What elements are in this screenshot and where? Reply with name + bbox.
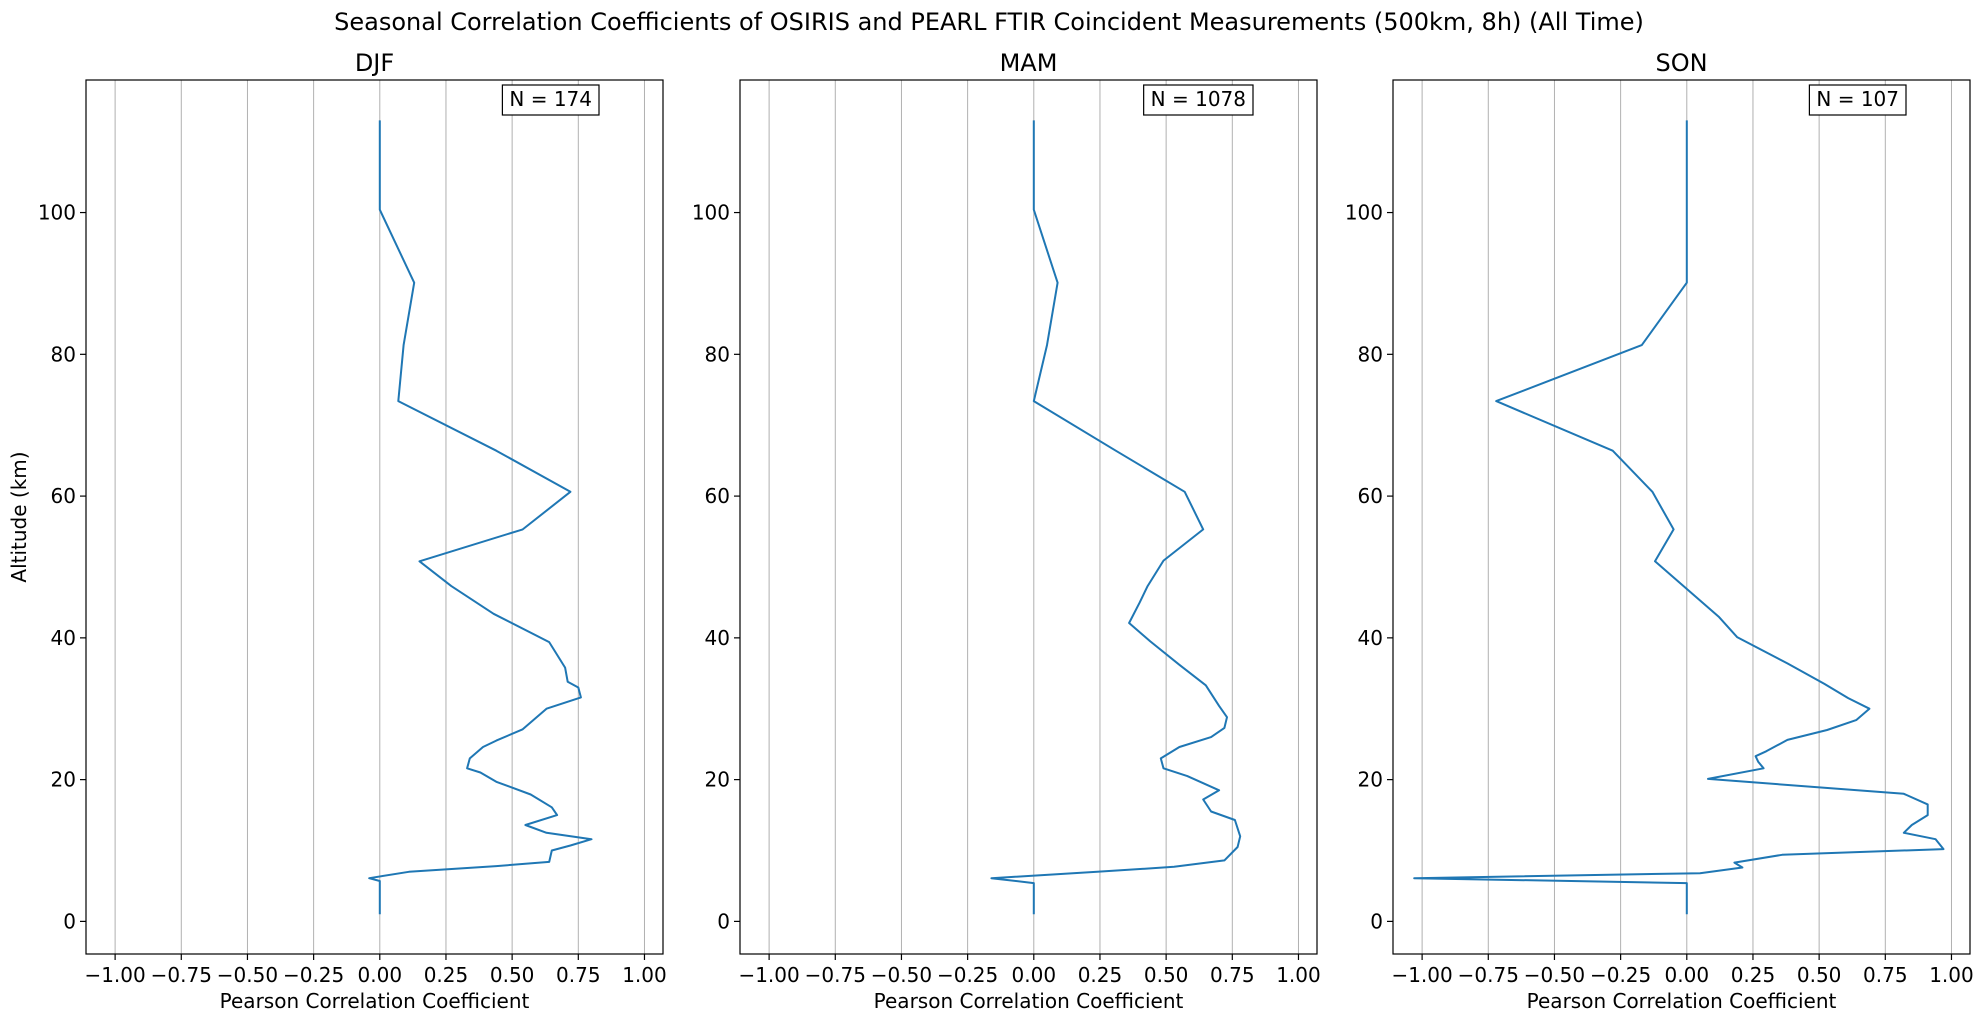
y-tick-label: 60 <box>51 484 76 508</box>
y-tick-label: 0 <box>717 909 730 933</box>
sample-count-label: N = 174 <box>509 87 592 111</box>
x-tick-label: −1.00 <box>84 963 145 987</box>
y-tick-label: 20 <box>51 768 76 792</box>
x-tick-label: −1.00 <box>738 963 799 987</box>
plot-frame <box>739 79 1318 955</box>
x-tick-label: −1.00 <box>1391 963 1452 987</box>
y-tick-label: 80 <box>705 342 730 366</box>
y-tick-label: 80 <box>51 342 76 366</box>
panel-djf: −1.00 −0.75 −0.50 −0.25 0.00 0.25 0.50 0.75 1.00… <box>7 49 667 1013</box>
x-tick-label: 0.75 <box>1210 963 1255 987</box>
series-line <box>990 120 1242 915</box>
x-tick-label: −0.50 <box>1524 963 1585 987</box>
y-tick-label: 100 <box>38 201 76 225</box>
x-tick-label: −0.50 <box>217 963 278 987</box>
sample-count-box <box>1808 84 1907 116</box>
series-line <box>368 120 593 915</box>
y-tick-label: 60 <box>1358 484 1383 508</box>
y-tick-label: 20 <box>705 768 730 792</box>
y-tick-label: 100 <box>1345 201 1383 225</box>
x-tick-label: 0.50 <box>1144 963 1189 987</box>
x-tick-label: −0.75 <box>1458 963 1519 987</box>
x-tick-label: −0.50 <box>871 963 932 987</box>
y-axis-label: Altitude (km) <box>7 451 31 582</box>
panel-mam: −1.00 −0.75 −0.50 −0.25 0.00 0.25 0.50 0.75 1.00… <box>692 49 1321 1013</box>
panel-title: MAM <box>1000 49 1058 77</box>
x-tick-label: 0.00 <box>358 963 403 987</box>
y-tick-label: 40 <box>51 626 76 650</box>
x-axis-label: Pearson Correlation Coefficient <box>1527 989 1837 1013</box>
x-tick-label: −0.25 <box>1590 963 1651 987</box>
plot-frame <box>1392 79 1971 955</box>
figure-title: Seasonal Correlation Coefficients of OSI… <box>334 8 1644 36</box>
x-tick-label: 0.25 <box>424 963 469 987</box>
x-tick-label: 0.50 <box>490 963 535 987</box>
y-tick-label: 20 <box>1358 768 1383 792</box>
sample-count-label: N = 1078 <box>1151 87 1246 111</box>
x-tick-label: 0.25 <box>1078 963 1123 987</box>
sample-count-label: N = 107 <box>1816 87 1899 111</box>
x-tick-label: 0.25 <box>1731 963 1776 987</box>
panel-title: SON <box>1655 49 1707 77</box>
sample-count-box <box>1143 84 1254 116</box>
y-tick-label: 0 <box>1370 909 1383 933</box>
x-tick-label: 1.00 <box>1929 963 1974 987</box>
x-tick-label: 0.75 <box>1863 963 1908 987</box>
y-tick-label: 100 <box>692 201 730 225</box>
x-axis-label: Pearson Correlation Coefficient <box>874 989 1184 1013</box>
panel-title: DJF <box>355 49 394 77</box>
x-tick-label: 0.75 <box>556 963 601 987</box>
x-tick-label: −0.75 <box>805 963 866 987</box>
x-axis-label: Pearson Correlation Coefficient <box>220 989 530 1013</box>
y-tick-label: 40 <box>1358 626 1383 650</box>
y-tick-label: 40 <box>705 626 730 650</box>
panel-son: −1.00 −0.75 −0.50 −0.25 0.00 0.25 0.50 0.75 1.00… <box>1345 49 1974 1013</box>
x-tick-label: 0.50 <box>1797 963 1842 987</box>
x-tick-label: 0.00 <box>1665 963 1710 987</box>
panels: −1.00 −0.75 −0.50 −0.25 0.00 0.25 0.50 0.75 1.00… <box>7 49 1974 1013</box>
y-tick-label: 80 <box>1358 342 1383 366</box>
x-tick-label: −0.25 <box>937 963 998 987</box>
x-tick-label: 0.00 <box>1012 963 1057 987</box>
x-tick-label: −0.25 <box>283 963 344 987</box>
x-tick-label: 1.00 <box>622 963 667 987</box>
y-tick-label: 60 <box>705 484 730 508</box>
series-line <box>1413 120 1945 915</box>
y-tick-label: 0 <box>63 909 76 933</box>
sample-count-box <box>501 84 600 116</box>
x-tick-label: −0.75 <box>151 963 212 987</box>
plot-frame <box>85 79 664 955</box>
x-tick-label: 1.00 <box>1276 963 1321 987</box>
